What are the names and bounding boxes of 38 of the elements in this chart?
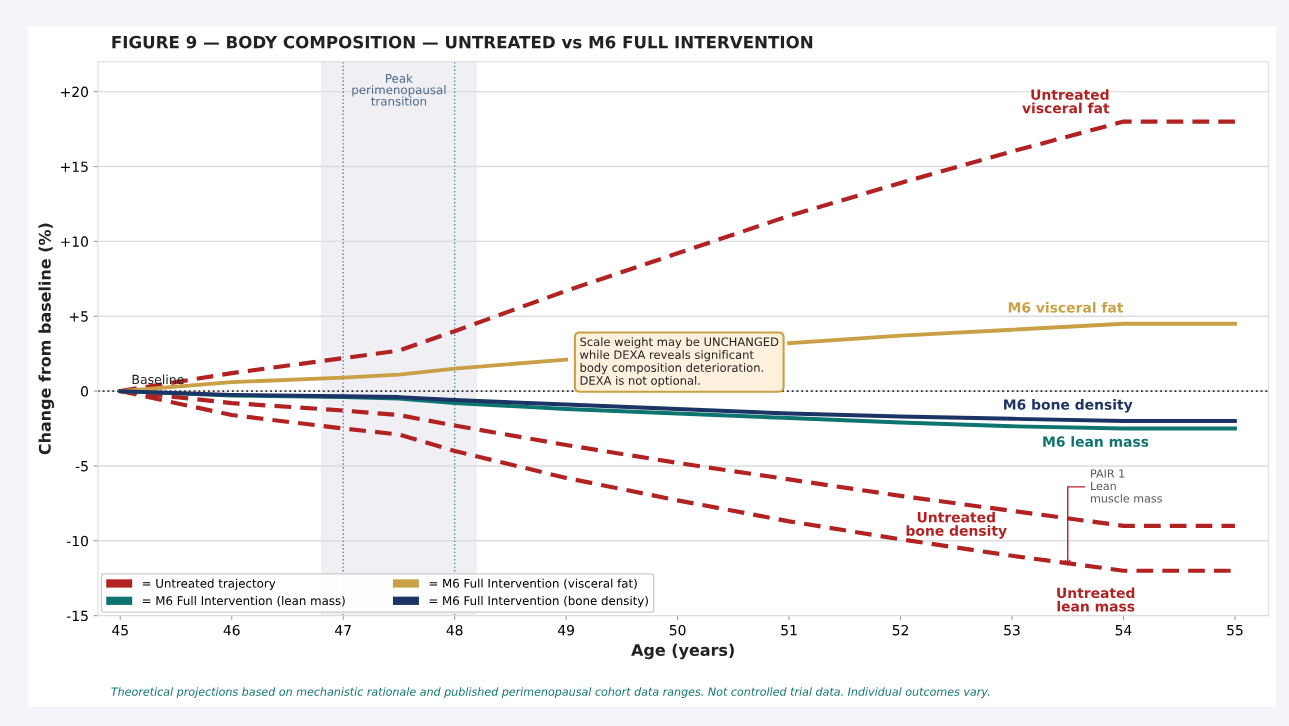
annotation: M6 visceral fat bbox=[1008, 301, 1124, 313]
y-tick-label: +15 bbox=[61, 161, 88, 172]
annotation: Untreated lean mass bbox=[1057, 587, 1135, 612]
y-tick-label: -10 bbox=[66, 535, 89, 547]
annotation: Untreated bone density bbox=[906, 511, 1007, 539]
y-tick-label: 0 bbox=[81, 386, 89, 397]
x-tick-label: 54 bbox=[1115, 625, 1132, 636]
y-axis-title: Change from baseline (%) bbox=[38, 223, 55, 455]
line-series bbox=[118, 389, 1237, 423]
annotation: M6 lean mass bbox=[1043, 436, 1149, 447]
y-tick-label: +5 bbox=[69, 311, 88, 322]
legend-label: = M6 Full Intervention (lean mass) bbox=[142, 595, 345, 607]
annotation: Untreated visceral fat bbox=[1022, 89, 1110, 114]
x-axis-title: Age (years) bbox=[631, 643, 734, 660]
x-tick-label: 45 bbox=[112, 625, 128, 636]
x-tick-label: 55 bbox=[1227, 625, 1243, 636]
x-tick-label: 50 bbox=[669, 624, 686, 636]
x-tick-label: 47 bbox=[335, 625, 351, 636]
annotation: M6 bone density bbox=[1004, 399, 1133, 413]
x-tick-label: 51 bbox=[781, 625, 797, 636]
band-label: Peak perimenopausal transition bbox=[352, 73, 446, 106]
x-tick-label: 52 bbox=[892, 624, 908, 636]
x-tick-label: 46 bbox=[223, 624, 240, 636]
legend-label: = M6 Full Intervention (bone density) bbox=[429, 595, 648, 608]
y-tick-label: +10 bbox=[61, 236, 89, 247]
chart-title: FIGURE 9 — BODY COMPOSITION — UNTREATED vs M6 FULL INTERVENTION bbox=[112, 35, 813, 49]
y-tick-label: +20 bbox=[61, 86, 89, 98]
ref-line-label: Baseline bbox=[132, 374, 184, 385]
x-tick-label: 49 bbox=[557, 624, 574, 636]
annotation: Scale weight may be UNCHANGED while DEXA reveals significant body composition deterioration. DEXA is not optional. bbox=[579, 337, 779, 388]
text: Theoretical projections based on mechanistic rationale and published perimenopausal cohort data ranges. Not controlled trial data. Individual outcomes vary. bbox=[111, 687, 990, 698]
x-tick-label: 53 bbox=[1004, 624, 1020, 636]
legend-label: = M6 Full Intervention (visceral fat) bbox=[429, 578, 637, 590]
y-tick-label: -15 bbox=[66, 610, 88, 622]
x-tick-label: 48 bbox=[446, 624, 463, 636]
annotation: PAIR 1 Lean muscle mass bbox=[1091, 469, 1162, 503]
legend-label: = Untreated trajectory bbox=[142, 578, 276, 591]
y-tick-label: -5 bbox=[75, 461, 88, 472]
